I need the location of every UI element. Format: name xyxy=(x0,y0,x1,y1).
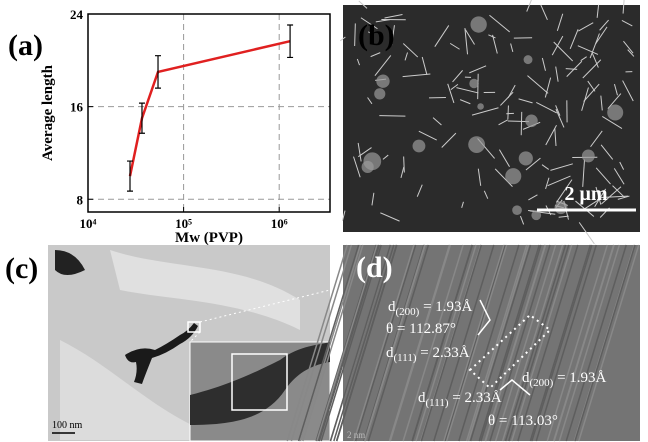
particle xyxy=(477,103,484,110)
y-tick-label: 8 xyxy=(77,192,84,207)
nanowire xyxy=(478,74,479,99)
scale-label: 2 nm xyxy=(347,430,365,440)
particle xyxy=(531,210,541,220)
y-tick-label: 16 xyxy=(70,100,84,115)
y-tick-label: 24 xyxy=(70,7,84,22)
particle xyxy=(525,115,538,128)
particle xyxy=(505,168,521,184)
nanowire xyxy=(508,106,509,120)
ann-value: = 1.93Å xyxy=(553,370,606,386)
scale-label: 100 nm xyxy=(52,420,83,431)
plot-frame xyxy=(88,14,330,212)
panel-label: (d) xyxy=(356,251,393,284)
panel-label: (a) xyxy=(8,29,43,62)
x-tick-label: 10⁴ xyxy=(80,216,97,231)
x-tick-label: 10⁵ xyxy=(175,216,192,231)
scale-label: 2 μm xyxy=(565,183,608,205)
nanowire xyxy=(521,112,522,135)
particle xyxy=(469,79,478,88)
particle xyxy=(363,152,381,170)
y-axis-label: Average length xyxy=(40,64,56,161)
ann-subscript: (111) xyxy=(426,397,449,409)
particle xyxy=(470,16,486,32)
ann-subscript: (111) xyxy=(394,352,417,364)
particle xyxy=(374,88,385,99)
ann-value: = 1.93Å xyxy=(419,299,472,315)
particle xyxy=(468,136,485,153)
annotation: θ = 112.87° xyxy=(386,321,456,337)
particle xyxy=(519,151,533,165)
x-axis-label: Mw (PVP) xyxy=(175,230,243,246)
panel-label: (c) xyxy=(5,252,38,285)
ann-subscript: (200) xyxy=(530,377,554,389)
x-tick-label: 10⁶ xyxy=(271,216,288,231)
ann-value: = 2.33Å xyxy=(417,345,470,361)
particle xyxy=(512,205,522,215)
particle xyxy=(607,104,623,120)
nanowire xyxy=(355,23,356,46)
figure: (a) (b) (c) (d) 2 μm 100 nm 2 nm d(200) … xyxy=(0,0,648,442)
ann-value: = 2.33Å xyxy=(449,390,502,406)
particle xyxy=(524,55,533,64)
data-line xyxy=(130,41,290,176)
particle xyxy=(582,150,595,163)
nanowire xyxy=(404,156,405,172)
particle xyxy=(413,140,426,153)
particle xyxy=(376,75,389,88)
annotation: θ = 113.03° xyxy=(488,413,558,429)
ann-subscript: (200) xyxy=(396,306,420,318)
page: (a) (b) (c) (d) 2 μm 100 nm 2 nm d(200) … xyxy=(0,0,648,442)
chart: 8 16 24 10⁴ 10⁵ 10⁶ xyxy=(70,7,330,231)
